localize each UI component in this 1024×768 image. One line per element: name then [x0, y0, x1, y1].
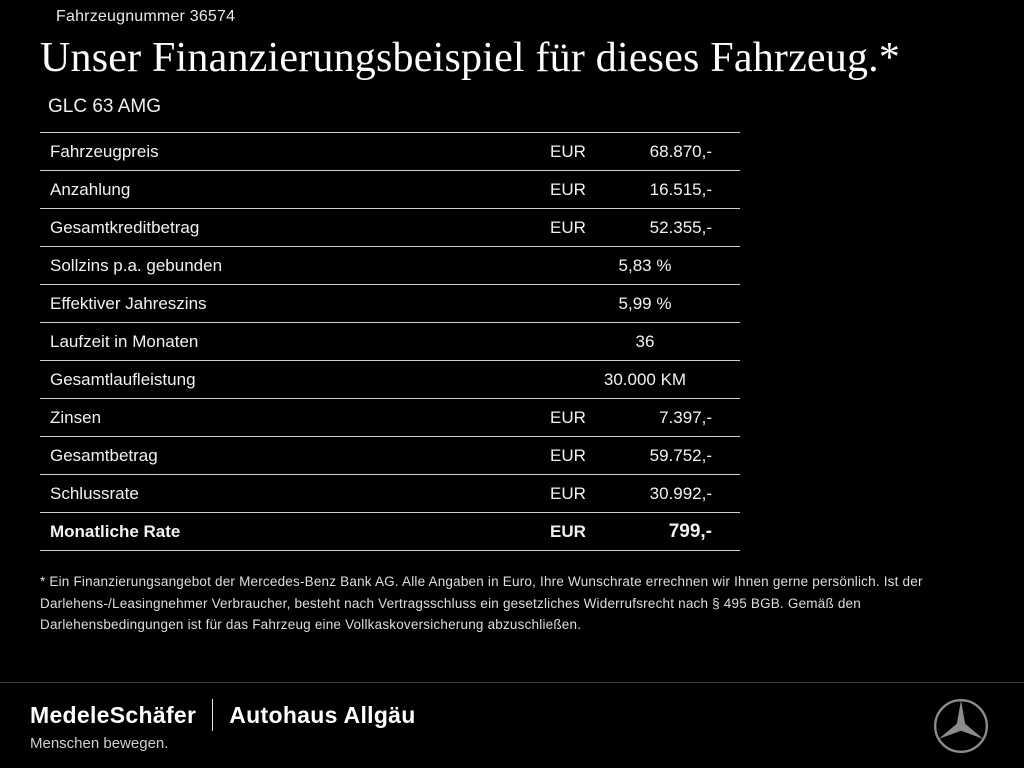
footer-divider: [212, 699, 214, 731]
row-value: 799,-: [668, 520, 712, 542]
row-currency: EUR: [550, 179, 586, 199]
row-currency: EUR: [550, 521, 586, 541]
dealer-name-primary: MedeleSchäfer: [30, 701, 197, 728]
row-currency: EUR: [550, 217, 586, 237]
legal-footnote: * Ein Finanzierungsangebot der Mercedes-…: [40, 574, 923, 633]
row-label: Fahrzeugpreis: [50, 141, 159, 161]
row-currency: EUR: [550, 141, 586, 161]
table-row: Gesamtlaufleistung 30.000 KM: [40, 360, 740, 398]
vehicle-model: GLC 63 AMG: [48, 96, 161, 118]
mercedes-star-icon: [933, 698, 989, 753]
row-label: Gesamtbetrag: [50, 445, 158, 465]
row-value: 16.515,-: [649, 179, 712, 199]
row-value: 7.397,-: [659, 407, 712, 427]
table-row: Zinsen EUR 7.397,-: [40, 398, 740, 436]
row-label: Monatliche Rate: [50, 521, 181, 541]
table-row: Gesamtbetrag EUR 59.752,-: [40, 436, 740, 474]
row-label: Gesamtkreditbetrag: [50, 217, 200, 237]
row-currency: EUR: [550, 407, 586, 427]
row-currency: EUR: [550, 445, 586, 465]
table-row: Schlussrate EUR 30.992,-: [40, 474, 740, 512]
row-currency: EUR: [550, 483, 586, 503]
dealer-block: MedeleSchäfer Autohaus Allgäu Menschen b…: [30, 699, 416, 752]
row-label: Laufzeit in Monaten: [50, 331, 199, 351]
table-row: Laufzeit in Monaten 36: [40, 322, 740, 360]
table-row: Anzahlung EUR 16.515,-: [40, 170, 740, 208]
row-label: Effektiver Jahreszins: [50, 293, 207, 313]
page-title: Unser Finanzierungsbeispiel für dieses F…: [40, 35, 901, 81]
row-value: 5,83 %: [618, 255, 672, 275]
row-value: 5,99 %: [618, 293, 672, 313]
row-label: Gesamtlaufleistung: [50, 369, 196, 389]
row-label: Schlussrate: [50, 483, 139, 503]
vehicle-number: Fahrzeugnummer 36574: [56, 8, 236, 25]
row-value: 59.752,-: [649, 445, 712, 465]
table-row: Fahrzeugpreis EUR 68.870,-: [40, 132, 740, 170]
row-value: 36: [635, 331, 655, 351]
row-value: 52.355,-: [649, 217, 712, 237]
dealer-footer: MedeleSchäfer Autohaus Allgäu Menschen b…: [0, 682, 1024, 768]
table-row: Gesamtkreditbetrag EUR 52.355,-: [40, 208, 740, 246]
row-value: 68.870,-: [649, 141, 712, 161]
dealer-tagline: Menschen bewegen.: [30, 735, 169, 752]
finance-table: Fahrzeugpreis EUR 68.870,- Anzahlung EUR…: [40, 132, 740, 552]
dealer-name-secondary: Autohaus Allgäu: [229, 701, 416, 728]
table-row: Sollzins p.a. gebunden 5,83 %: [40, 246, 740, 284]
row-label: Anzahlung: [50, 179, 131, 199]
row-label: Sollzins p.a. gebunden: [50, 255, 223, 275]
row-value: 30.000 KM: [603, 369, 687, 389]
table-row-monthly-rate: Monatliche Rate EUR 799,-: [40, 512, 740, 552]
table-row: Effektiver Jahreszins 5,99 %: [40, 284, 740, 322]
row-label: Zinsen: [50, 407, 102, 427]
row-value: 30.992,-: [649, 483, 712, 503]
